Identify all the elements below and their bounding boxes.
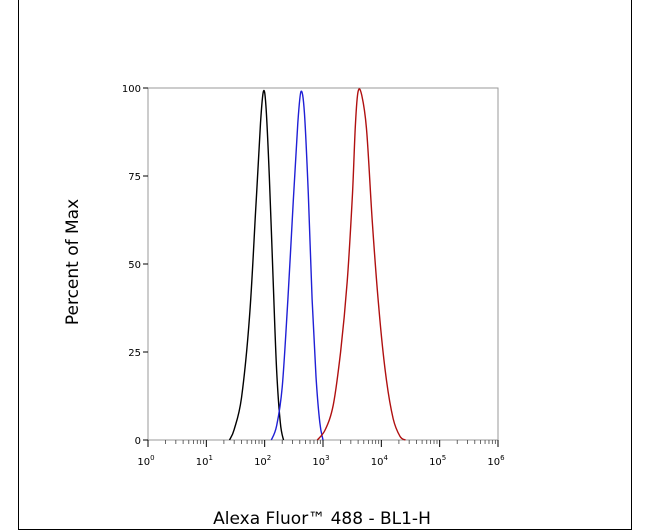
y-axis-title: Percent of Max <box>63 199 83 325</box>
series-line-2 <box>270 90 324 441</box>
x-tick-base: 10 <box>137 457 150 468</box>
series-line-3 <box>316 88 406 441</box>
x-tick-label: 100 <box>137 454 154 468</box>
x-tick-base: 10 <box>312 457 325 468</box>
y-tick-label: 100 <box>122 84 141 95</box>
x-tick-label: 103 <box>312 454 329 468</box>
x-tick-base: 10 <box>254 457 267 468</box>
x-tick-label: 101 <box>196 454 213 468</box>
x-tick-label: 102 <box>254 454 271 468</box>
y-axis: 0 25 50 75 100 <box>122 84 148 447</box>
x-tick-label: 104 <box>371 454 389 468</box>
y-tick-label: 75 <box>128 172 141 183</box>
x-tick-exponent: 1 <box>208 454 212 462</box>
series-line-1 <box>228 89 285 441</box>
x-tick-exponent: 6 <box>500 454 505 462</box>
y-tick-label: 25 <box>128 348 141 359</box>
plot-area <box>147 87 499 441</box>
x-tick-label: 106 <box>487 454 505 468</box>
x-tick-label: 105 <box>429 454 446 468</box>
x-tick-base: 10 <box>487 457 500 468</box>
y-tick-label: 0 <box>135 436 141 447</box>
x-tick-base: 10 <box>429 457 442 468</box>
x-axis: 100 101 102 103 104 105 106 <box>137 440 505 468</box>
x-tick-exponent: 0 <box>150 454 154 462</box>
y-tick-label: 50 <box>128 260 141 271</box>
series-group <box>228 88 406 441</box>
x-tick-exponent: 4 <box>383 454 388 462</box>
x-tick-exponent: 2 <box>267 454 271 462</box>
x-tick-exponent: 3 <box>325 454 329 462</box>
x-tick-base: 10 <box>196 457 209 468</box>
x-tick-base: 10 <box>371 457 384 468</box>
x-axis-title: Alexa Fluor™ 488 - BL1-H <box>213 509 431 529</box>
x-tick-exponent: 5 <box>442 454 446 462</box>
